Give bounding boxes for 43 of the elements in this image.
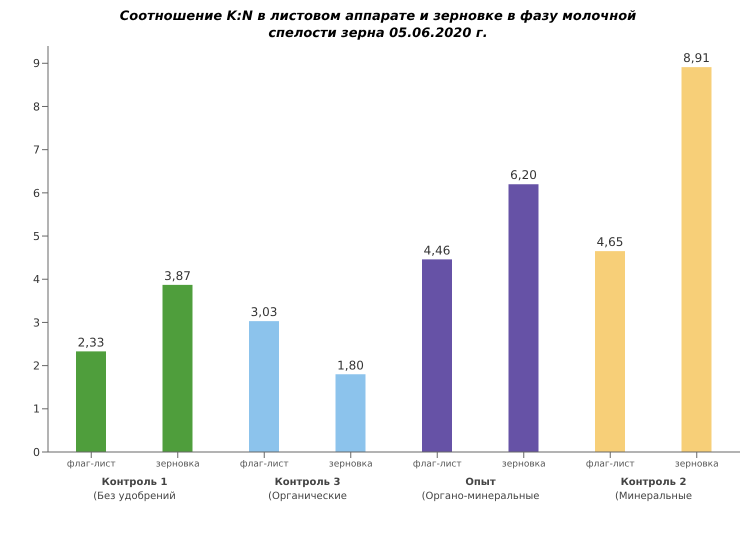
y-tick-label: 9 [33, 57, 40, 70]
y-tick-label: 1 [33, 402, 40, 416]
data-label: 1,80 [337, 358, 364, 372]
data-label: 3,87 [164, 268, 191, 283]
bar [162, 284, 192, 452]
x-tick-label: флаг-лист [66, 459, 116, 470]
data-label: 4,46 [424, 243, 450, 258]
bar [508, 184, 538, 452]
x-tick-label: флаг-лист [586, 459, 635, 470]
text: (Органо-минеральные [420, 490, 540, 504]
y-tick-label: 7 [33, 144, 40, 157]
y-tick-label: 6 [33, 186, 40, 200]
chart-title: Соотношение K:N в листовом аппарате и зерновке в фазу молочной спелости зерна 05.06.2020 г. [118, 8, 638, 42]
bar [595, 251, 625, 452]
x-tick-label: зерновка [502, 459, 546, 470]
y-tick-label: 2 [33, 360, 40, 373]
text: (Органические [267, 490, 348, 504]
data-label: 4,65 [596, 235, 624, 250]
y-tick-label: 3 [33, 316, 40, 330]
data-label: 2,33 [78, 335, 104, 350]
text: Контроль 3 [274, 476, 342, 490]
x-tick-label: зерновка [328, 459, 373, 470]
x-tick-label: флаг-лист [412, 459, 462, 470]
text: Контроль 1 [100, 476, 168, 490]
x-tick-label: зерновка [674, 459, 719, 470]
y-tick-label: 5 [33, 230, 40, 243]
text: (Минеральные [614, 490, 694, 504]
x-tick-label: флаг-лист [240, 459, 289, 470]
y-tick-label: 0 [33, 446, 40, 459]
data-label: 3,03 [250, 305, 278, 320]
bar [682, 67, 712, 452]
y-tick-label: 8 [33, 100, 40, 114]
bar [422, 259, 452, 452]
x-tick-label: зерновка [156, 459, 200, 470]
data-label: 6,20 [510, 168, 537, 182]
y-tick-label: 4 [33, 273, 40, 286]
bar [76, 351, 106, 452]
bar [249, 321, 279, 452]
bar [336, 374, 366, 452]
data-label: 8,91 [683, 51, 710, 66]
text: Опыт [464, 476, 497, 490]
text: (Без удобрений [92, 490, 177, 504]
text: Контроль 2 [620, 476, 688, 490]
